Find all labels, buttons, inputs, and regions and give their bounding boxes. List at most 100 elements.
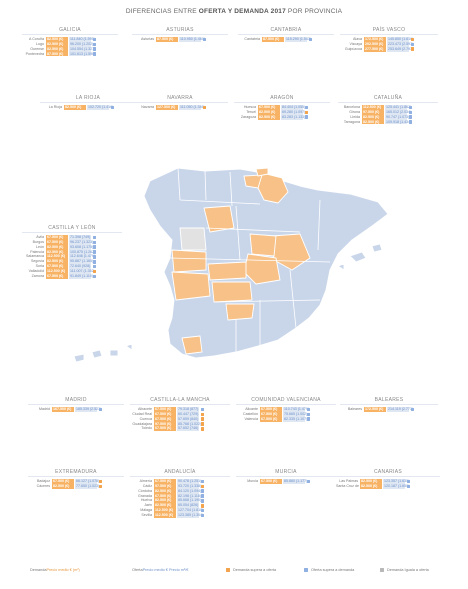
offer-exceeds-icon [201,499,205,503]
demand-exceeds-icon [226,568,230,572]
table-row: La Rioja 82.500 (€) 102.720 (1.416) [48,104,115,110]
offer-exceeds-icon [409,105,413,110]
demand-exceeds-icon [99,484,103,488]
map-region-ciudad-real [211,281,253,303]
offer-exceeds-icon [93,274,97,279]
region-aragon: ARAGÓN Huesca 67.500 (€) 84.404 (1.055) Te… [234,96,330,120]
table-row: Huelva 82.500 (€) 85.668 (1.190) [130,498,230,504]
table-row: Vizcaya 202.500 (€) 223.473 (2.593) [349,41,415,47]
offer-exceeds-icon [93,37,97,42]
table-row: Cantabria 87.500 (€) 115.290 (1.547) [244,36,313,42]
region-castilla-leon: CASTILLA Y LEÓN Ávila 67.500 (€) 71.398 (7… [22,226,122,279]
map-baleares [337,243,383,271]
table-row: Valladolid 112.500 (€) 111.007 (1.352) [28,269,97,275]
table-row: Cádiz 97.500 (€) 93.720 (1.338) [130,483,230,489]
region-name: CANTABRIA [238,28,334,35]
offer-exceeds-icon [93,245,97,249]
offer-exceeds-icon [201,489,205,493]
table-row: Salamanca 112.500 (€) 112.646 (1.479) [26,254,97,260]
map-region-valladolid [203,205,235,233]
map-region-jaen [225,303,255,321]
offer-exceeds-icon [93,47,97,51]
offer-exceeds-icon [409,120,413,124]
offer-exceeds-icon [203,37,207,42]
table-row: Girona 97.500 (€) 165.012 (2.034) [349,109,413,115]
table-row: Palencia 82.500 (€) 100.875 (1.262) [30,249,97,255]
table-row: Barcelona 112.500 (€) 125.441 (1.862) [343,104,413,110]
offer-exceeds-icon [201,494,205,498]
title-bold: OFERTA Y DEMANDA 2017 [198,8,286,15]
region-navarra: NAVARRA Navarra 127.500 (€) 111.050 (1.346… [132,96,228,110]
offer-exceeds-icon [307,407,311,412]
offer-exceeds-icon [201,407,205,412]
table-row: Baleares 172.500 (€) 214.119 (2.773) [347,406,415,412]
table-row: Valencia 67.500 (€) 82.335 (1.107) [236,416,336,422]
map-region-alava [243,174,263,189]
region-madrid: MADRID Madrid 167.500 (€) 185.339 (2.523) [28,398,124,412]
map-region-badajoz [171,271,211,301]
demand-exceeds-icon [411,47,415,51]
region-cataluna: CATALUÑA Barcelona 112.500 (€) 125.441 (1.… [338,96,438,125]
table-row: Guipúzcoa 277.500 (€) 253.649 (2.793) [344,46,415,52]
legend-icon-demand: Demanda supera a oferta [226,568,276,572]
table-row: Teruel 82.500 (€) 69.280 (1.097) [234,109,330,115]
title-post: POR PROVINCIA [285,8,343,15]
demand-exceeds-icon [93,269,97,274]
region-cantabria: CANTABRIA Cantabria 87.500 (€) 115.290 (1.… [238,28,334,42]
map-canarias [73,343,133,363]
map-region-guipuzcoa [255,167,269,177]
offer-exceeds-icon [407,479,411,484]
region-name: EXTREMADURA [28,470,124,477]
region-name: CATALUÑA [338,96,438,103]
offer-exceeds-icon [93,235,97,240]
region-la-rioja: LA RIOJA La Rioja 82.500 (€) 102.720 (1.41… [40,96,136,110]
demand-exceeds-icon [201,417,205,421]
demand-exceeds-icon [201,484,205,488]
region-castilla-la-mancha: CASTILLA-LA MANCHA Albacete 67.500 (€) 79.… [130,398,230,432]
table-row: Zamora 67.500 (€) 91.849 (1.110) [22,274,122,279]
legend-icon-offer: Oferta supera a demanda [304,568,354,572]
table-row: Guadalajara 97.500 (€) 85.768 (1.022) [130,421,230,427]
offer-exceeds-icon [304,568,308,572]
region-name: PAÍS VASCO [340,28,438,35]
table-row: Las Palmas 82.500 (€) 123.357 (1.635) [339,478,411,484]
offer-exceeds-icon [93,255,97,259]
offer-exceeds-icon [93,250,97,254]
table-row: Cáceres 82.500 (€) 77.650 (1.023) [28,483,124,489]
table-row: Alicante 67.500 (€) 110.743 (1.479) [245,406,311,412]
region-name: BALEARES [340,398,438,405]
table-row: Córdoba 82.500 (€) 84.120 (1.094) [130,488,230,494]
table-row: Madrid 167.500 (€) 185.339 (2.523) [39,406,103,412]
demand-exceeds-icon [99,479,103,484]
map-region-toledo [207,261,247,281]
region-canarias: CANARIAS Las Palmas 82.500 (€) 123.357 (1.… [336,470,440,489]
offer-exceeds-icon [93,42,97,46]
title-pre: DIFERENCIAS ENTRE [125,8,199,15]
table-row: Cuenca 67.500 (€) 57.659 (840) [130,416,230,422]
offer-exceeds-icon [307,417,311,421]
region-pais-vasco: PAÍS VASCO Álava 172.500 (€) 145.850 (1.61… [340,28,438,52]
table-row: Soria 67.500 (€) 72.640 (928) [22,264,122,270]
equal-icon [380,568,384,572]
offer-exceeds-icon [93,240,97,244]
region-name: ANDALUCÍA [130,470,230,477]
table-row: Zaragoza 82.500 (€) 83.283 (1.133) [234,114,330,120]
offer-exceeds-icon [99,407,103,412]
offer-exceeds-icon [201,509,205,513]
region-name: ASTURIAS [132,28,228,35]
region-galicia: GALICIA A Coruña 82.500 (€) 111.840 (1.595… [22,28,118,57]
table-row: Ávila 67.500 (€) 71.398 (749) [22,234,122,240]
table-row: Navarra 127.500 (€) 111.050 (1.346) [141,104,207,110]
offer-exceeds-icon [93,52,97,56]
map-region-caceres [171,249,207,273]
table-row: Huesca 67.500 (€) 84.404 (1.055) [234,104,330,110]
table-row: Toledo 67.500 (€) 57.652 (746) [130,426,230,432]
offer-exceeds-icon [93,265,97,269]
table-row: Lleida 82.500 (€) 90.747 (1.073) [338,114,438,120]
table-row: Ourense 82.500 (€) 104.554 (1.327) [30,46,97,52]
offer-exceeds-icon [201,513,205,518]
offer-exceeds-icon [307,412,311,416]
legend-icon-equal: Demanda Iguala a oferta [380,568,429,572]
table-row: León 82.500 (€) 93.608 (1.175) [22,244,122,250]
